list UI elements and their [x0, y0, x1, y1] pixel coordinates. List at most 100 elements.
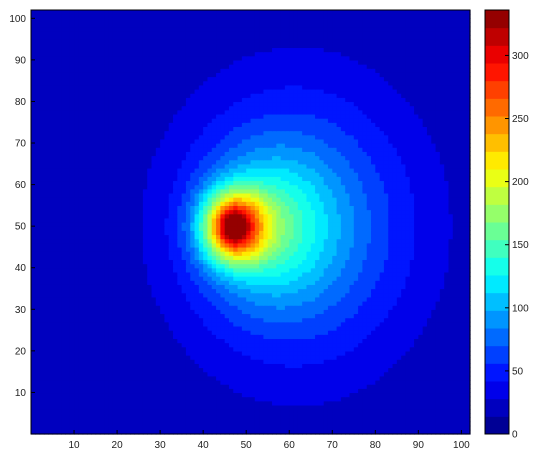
heat-cell [383, 292, 389, 298]
heat-cell [69, 259, 75, 265]
heat-cell [224, 400, 230, 406]
heat-cell [220, 375, 226, 381]
heat-cell [65, 309, 71, 315]
heat-cell [345, 296, 351, 302]
heat-cell [237, 363, 243, 369]
heat-cell [246, 350, 252, 356]
heat-cell [31, 251, 36, 256]
heat-cell [35, 421, 41, 427]
heat-cell [228, 259, 234, 265]
heat-cell [65, 363, 71, 369]
heat-cell [332, 280, 338, 285]
heat-cell [388, 309, 394, 315]
heat-cell [224, 246, 230, 252]
heat-cell [181, 429, 187, 435]
heat-cell [362, 292, 368, 298]
heat-cell [323, 280, 329, 285]
heat-cell [241, 425, 247, 431]
heat-cell [435, 367, 441, 373]
heat-cell [250, 300, 256, 306]
heat-cell [138, 276, 144, 281]
heat-cell [142, 384, 148, 389]
heat-cell [315, 317, 320, 323]
heat-cell [452, 338, 458, 344]
heat-cell [340, 350, 346, 356]
heat-cell [457, 313, 462, 319]
heat-cell [224, 259, 230, 265]
heat-cell [155, 367, 161, 373]
heat-cell [388, 392, 394, 398]
heat-cell [345, 350, 351, 356]
heat-cell [35, 396, 41, 402]
heat-cell [310, 342, 316, 348]
heat-cell [439, 292, 445, 298]
heat-cell [125, 413, 131, 418]
heat-cell [409, 280, 415, 285]
heat-cell [435, 300, 441, 306]
heat-cell [203, 338, 209, 344]
heat-cell [353, 259, 359, 265]
heat-cell [310, 246, 316, 252]
heat-cell [43, 313, 49, 319]
heat-cell [35, 388, 41, 394]
heat-cell [203, 305, 209, 310]
heat-cell [198, 346, 204, 352]
heat-cell [289, 396, 295, 402]
heat-cell [392, 309, 398, 315]
heat-cell [241, 259, 247, 265]
heat-cell [164, 363, 170, 369]
heat-cell [297, 396, 303, 402]
heat-cell [220, 263, 226, 269]
heat-cell [340, 284, 346, 290]
heat-cell [194, 300, 200, 306]
heat-cell [117, 284, 122, 290]
heat-cell [233, 367, 239, 373]
heat-cell [78, 388, 84, 394]
heat-cell [418, 421, 424, 427]
heat-cell [267, 350, 273, 356]
heat-cell [323, 267, 329, 273]
heat-cell [284, 413, 290, 418]
heat-cell [220, 242, 226, 248]
heat-cell [319, 305, 325, 310]
heat-cell [56, 317, 62, 323]
heat-cell [198, 309, 204, 315]
heat-cell [280, 305, 286, 310]
heat-cell [444, 313, 450, 319]
heat-cell [349, 234, 355, 240]
heat-cell [444, 367, 450, 373]
heat-cell [61, 338, 67, 344]
heat-cell [160, 388, 166, 394]
heat-cell [426, 425, 432, 431]
heat-cell [185, 425, 191, 431]
heat-cell [401, 429, 407, 435]
heat-cell [452, 317, 458, 323]
heat-cell [405, 255, 411, 261]
heat-cell [168, 300, 174, 306]
heat-cell [233, 271, 239, 277]
heat-cell [129, 384, 135, 389]
heat-cell [228, 230, 234, 236]
heat-cell [340, 230, 346, 236]
heat-cell [418, 259, 424, 265]
heat-cell [203, 230, 209, 236]
heat-cell [125, 425, 131, 431]
heat-cell [379, 404, 385, 410]
heat-cell [190, 313, 196, 319]
heat-cell [439, 271, 445, 277]
heat-cell [263, 284, 269, 290]
heat-cell [31, 350, 36, 356]
heat-cell [452, 276, 458, 281]
heat-cell [138, 413, 144, 418]
heat-cell [31, 338, 36, 344]
heat-cell [379, 346, 385, 352]
heat-cell [284, 242, 290, 248]
heat-cell [272, 305, 277, 310]
heat-cell [211, 255, 217, 261]
heat-cell [233, 338, 239, 344]
heat-cell [78, 363, 84, 369]
heat-cell [151, 251, 157, 256]
heat-cell [280, 384, 286, 389]
heat-cell [121, 359, 127, 364]
heat-cell [276, 338, 282, 344]
